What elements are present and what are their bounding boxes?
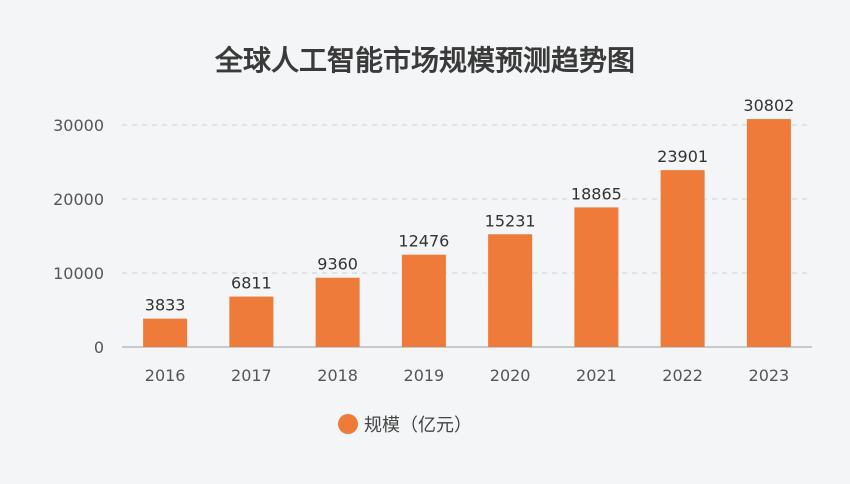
x-tick-label-2022: 2022 [662, 366, 703, 385]
x-tick-label-2018: 2018 [317, 366, 358, 385]
bar-2016[interactable] [143, 318, 188, 347]
legend-marker [338, 414, 358, 434]
y-tick-label: 20000 [53, 190, 104, 209]
bar-2017[interactable] [229, 296, 274, 347]
data-label-2021: 18865 [571, 184, 622, 203]
chart-title: 全球人工智能市场规模预测趋势图 [214, 44, 635, 77]
bars [143, 119, 791, 347]
bar-2019[interactable] [401, 254, 446, 347]
x-axis-ticks: 2016 2017 2018 2019 2020 2021 2022 2023 [145, 366, 789, 385]
x-tick-label-2019: 2019 [404, 366, 445, 385]
x-tick-label-2017: 2017 [231, 366, 272, 385]
legend[interactable]: 规模（亿元） [338, 414, 472, 436]
data-label-2023: 30802 [743, 96, 794, 115]
x-tick-label-2023: 2023 [749, 366, 790, 385]
data-label-2017: 6811 [231, 274, 272, 293]
data-label-2019: 12476 [398, 232, 449, 251]
y-tick-label: 10000 [53, 264, 104, 283]
data-label-2018: 9360 [317, 255, 358, 274]
x-tick-label-2016: 2016 [145, 366, 186, 385]
data-labels: 3833 6811 9360 12476 15231 18865 23901 30802 [145, 96, 795, 315]
bar-2018[interactable] [315, 277, 360, 347]
legend-label: 规模（亿元） [364, 415, 472, 436]
bar-2020[interactable] [488, 234, 533, 347]
y-tick-label: 0 [94, 338, 104, 357]
bar-2021[interactable] [574, 207, 619, 347]
y-tick-label: 30000 [53, 116, 104, 135]
y-axis-ticks: 0 10000 20000 30000 [53, 116, 104, 357]
bar-2022[interactable] [660, 170, 705, 347]
bar-2023[interactable] [746, 119, 791, 347]
x-tick-label-2021: 2021 [576, 366, 617, 385]
grid-lines [122, 124, 812, 274]
data-label-2022: 23901 [657, 147, 708, 166]
data-label-2020: 15231 [485, 211, 536, 230]
x-tick-label-2020: 2020 [490, 366, 531, 385]
data-label-2016: 3833 [145, 296, 186, 315]
